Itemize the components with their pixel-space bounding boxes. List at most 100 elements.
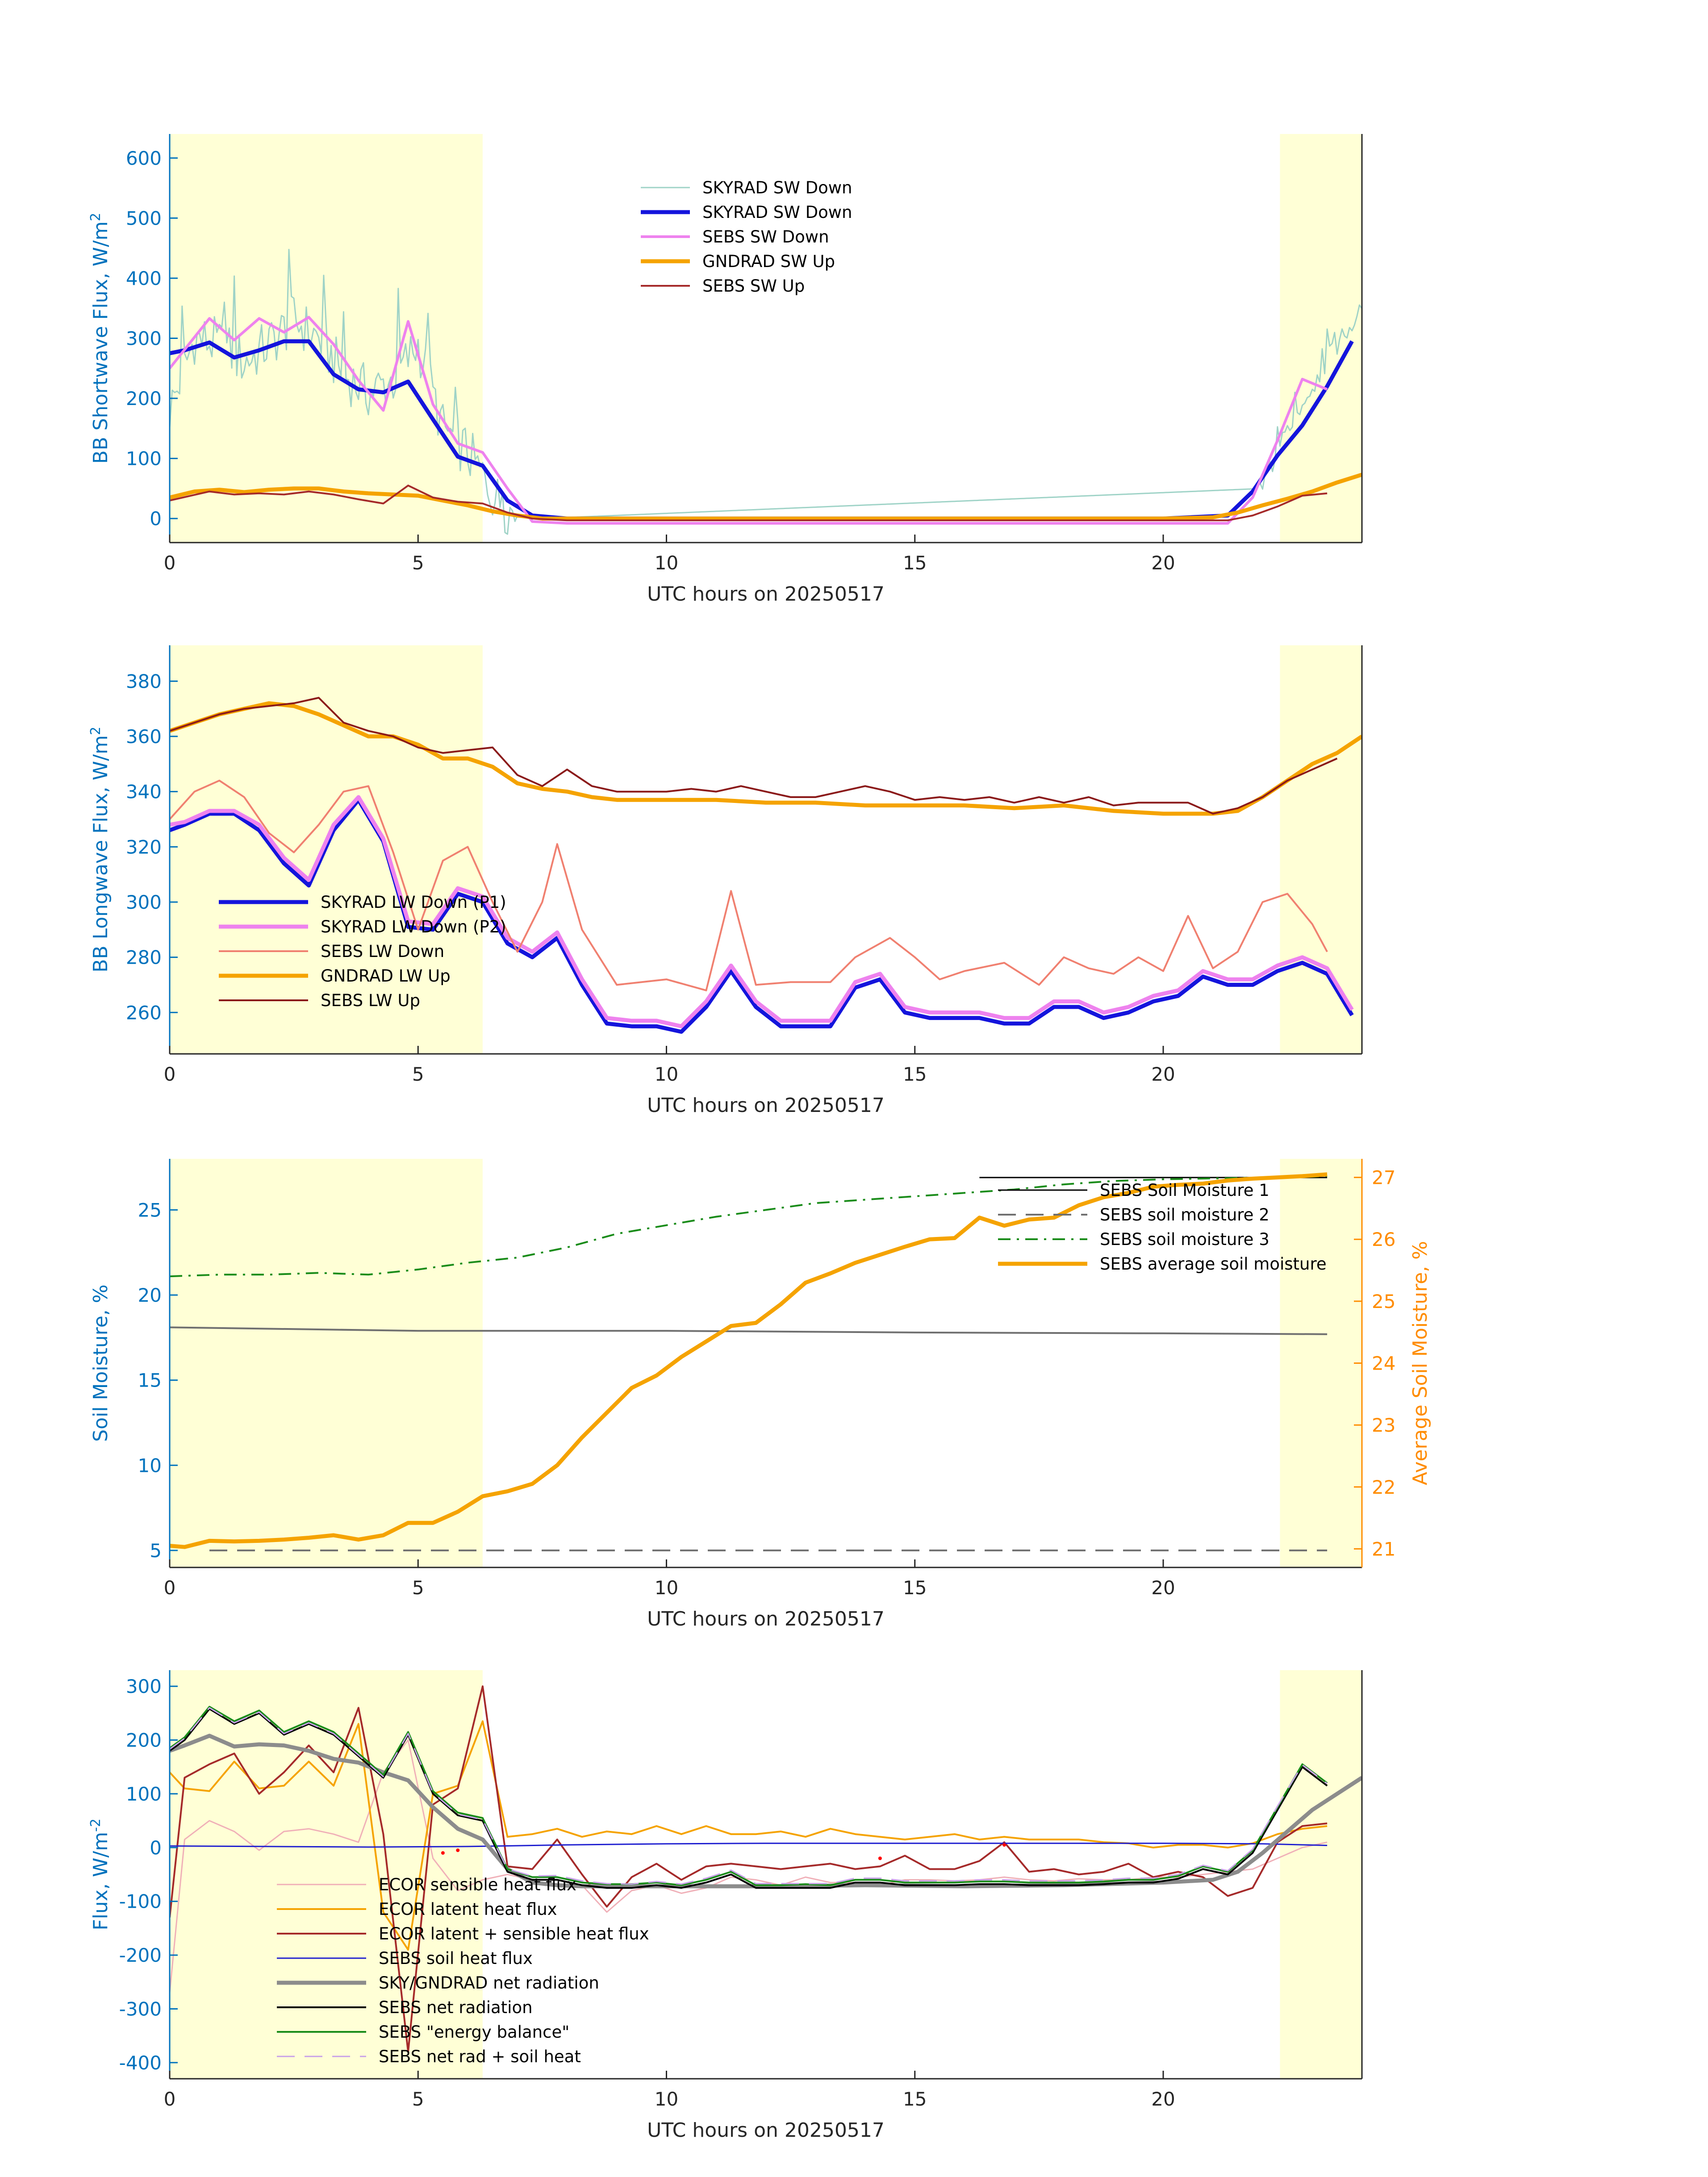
legend: SKYRAD LW Down (P1) SKYRAD LW Down (P2) SE… bbox=[219, 893, 506, 1010]
y-tick-label: -400 bbox=[119, 2052, 162, 2074]
y-tick-label: 320 bbox=[126, 836, 162, 858]
series-line-5 bbox=[170, 1734, 1362, 1889]
y-tick-label: 20 bbox=[138, 1284, 162, 1306]
legend-label: SKYRAD LW Down (P2) bbox=[321, 917, 506, 936]
legend: SKYRAD SW Down SKYRAD SW Down SEBS SW Down… bbox=[641, 178, 852, 296]
legend-label: ECOR sensible heat flux bbox=[379, 1875, 576, 1894]
x-axis-label: UTC hours on 20250517 bbox=[647, 1094, 885, 1117]
night-shading-2 bbox=[1280, 1159, 1362, 1567]
y-axis-label: Soil Moisture, % bbox=[89, 1284, 112, 1442]
x-tick-label: 5 bbox=[412, 1577, 424, 1599]
series-group bbox=[170, 1685, 1362, 2053]
legend-label: SKYRAD LW Down (P1) bbox=[321, 893, 506, 912]
y-right-tick-label: 22 bbox=[1372, 1476, 1395, 1498]
x-tick-label: 10 bbox=[655, 1063, 678, 1085]
x-tick-label: 20 bbox=[1151, 1577, 1175, 1599]
y-axis-label-text: Soil Moisture, % bbox=[89, 1284, 112, 1442]
y-tick-label: -200 bbox=[119, 1944, 162, 1966]
x-tick-label: 15 bbox=[903, 1577, 927, 1599]
legend-label: SKY/GNDRAD net radiation bbox=[379, 1973, 599, 1993]
legend-label: SEBS Soil Moisture 1 bbox=[1100, 1181, 1270, 1200]
y-tick-label: 500 bbox=[126, 207, 162, 229]
chart-panel-2: 0 5 10 15 20 260 280 300 320 340 360 380 UTC hours o… bbox=[88, 645, 1363, 1117]
x-tick-label: 15 bbox=[903, 552, 927, 574]
marker-point bbox=[878, 1856, 882, 1860]
series-line-3 bbox=[170, 1685, 1328, 2053]
x-tick-label: 0 bbox=[164, 2088, 176, 2110]
x-tick-label: 5 bbox=[412, 2088, 424, 2110]
legend-label: GNDRAD SW Up bbox=[702, 252, 835, 271]
x-tick-label: 15 bbox=[903, 1063, 927, 1085]
legend-label: SEBS LW Up bbox=[321, 991, 420, 1010]
y-tick-label: 100 bbox=[126, 1783, 162, 1805]
y-tick-label: 260 bbox=[126, 1002, 162, 1024]
x-tick-label: 15 bbox=[903, 2088, 927, 2110]
legend-label: SEBS soil moisture 2 bbox=[1100, 1205, 1270, 1224]
x-tick-label: 10 bbox=[655, 2088, 678, 2110]
legend-label: ECOR latent + sensible heat flux bbox=[379, 1924, 649, 1943]
series-line-2 bbox=[170, 339, 1354, 521]
y-axis-label-text: Flux, W/m bbox=[89, 1832, 112, 1930]
y-tick-label: 200 bbox=[126, 1730, 162, 1751]
y-axis-label: BB Longwave Flux, W/m2 bbox=[88, 727, 112, 973]
x-tick-label: 10 bbox=[655, 1577, 678, 1599]
legend-label: SEBS soil heat flux bbox=[379, 1949, 533, 1968]
chart-panel-4: 0 5 10 15 20 -400 -300 -200 -100 0 100 200 300 UTC ho… bbox=[88, 1670, 1363, 2142]
marker-point bbox=[456, 1848, 460, 1852]
y-axis-label: BB Shortwave Flux, W/m2 bbox=[88, 213, 112, 464]
night-shading-2 bbox=[1280, 645, 1362, 1054]
series-line-1 bbox=[170, 249, 1362, 535]
x-tick-label: 10 bbox=[655, 552, 678, 574]
series-line-5 bbox=[170, 485, 1328, 522]
x-tick-label: 20 bbox=[1151, 552, 1175, 574]
y-tick-label: -100 bbox=[119, 1891, 162, 1913]
series-line-2 bbox=[170, 795, 1354, 1028]
x-axis-label: UTC hours on 20250517 bbox=[647, 2119, 885, 2142]
x-axis-label: UTC hours on 20250517 bbox=[647, 583, 885, 606]
series-line-5 bbox=[170, 1172, 1328, 1549]
y-tick-label: 300 bbox=[126, 1676, 162, 1697]
series-line-4 bbox=[170, 1326, 1328, 1335]
y-axis-label: Flux, W/m-2 bbox=[88, 1818, 112, 1930]
legend-label: SEBS net radiation bbox=[379, 1998, 533, 2017]
x-tick-label: 5 bbox=[412, 552, 424, 574]
series-line-3 bbox=[170, 779, 1328, 991]
y-tick-label: 600 bbox=[126, 147, 162, 169]
legend: SEBS Soil Moisture 1 SEBS soil moisture 2… bbox=[998, 1181, 1327, 1274]
night-shading-2 bbox=[1280, 134, 1362, 543]
series-line-5 bbox=[170, 697, 1338, 815]
night-shading-2 bbox=[1280, 1670, 1362, 2079]
series-line-8 bbox=[170, 1707, 1328, 1885]
y-tick-label: 0 bbox=[150, 1837, 162, 1859]
y-right-tick-label: 27 bbox=[1372, 1167, 1395, 1189]
legend-label: SEBS "energy balance" bbox=[379, 2022, 569, 2042]
y-right-tick-label: 25 bbox=[1372, 1291, 1395, 1312]
y-tick-label: 340 bbox=[126, 781, 162, 803]
x-tick-label: 0 bbox=[164, 552, 176, 574]
night-shading-1 bbox=[170, 1159, 483, 1567]
legend-label: SEBS net rad + soil heat bbox=[379, 2047, 581, 2066]
x-tick-label: 20 bbox=[1151, 1063, 1175, 1085]
y-tick-label: 10 bbox=[138, 1454, 162, 1476]
x-tick-label: 0 bbox=[164, 1577, 176, 1599]
y-axis-label-text: BB Longwave Flux, W/m bbox=[89, 735, 112, 973]
y-tick-label: 280 bbox=[126, 947, 162, 969]
series-line-7 bbox=[170, 1705, 1328, 1886]
x-axis-label: UTC hours on 20250517 bbox=[647, 1608, 885, 1630]
y-right-tick-label: 23 bbox=[1372, 1414, 1395, 1436]
y-tick-label: 360 bbox=[126, 726, 162, 748]
y-right-tick-label: 26 bbox=[1372, 1228, 1395, 1250]
series-group bbox=[170, 249, 1362, 535]
x-tick-label: 5 bbox=[412, 1063, 424, 1085]
y-axis-label-superscript: 2 bbox=[88, 213, 104, 221]
y-tick-label: -300 bbox=[119, 1998, 162, 2020]
series-line-6 bbox=[170, 1708, 1328, 1889]
night-shading-1 bbox=[170, 134, 483, 543]
legend-label: SEBS SW Up bbox=[702, 276, 805, 296]
y-tick-label: 200 bbox=[126, 388, 162, 409]
y-tick-label: 0 bbox=[150, 508, 162, 530]
series-line-2 bbox=[170, 1720, 1328, 1951]
